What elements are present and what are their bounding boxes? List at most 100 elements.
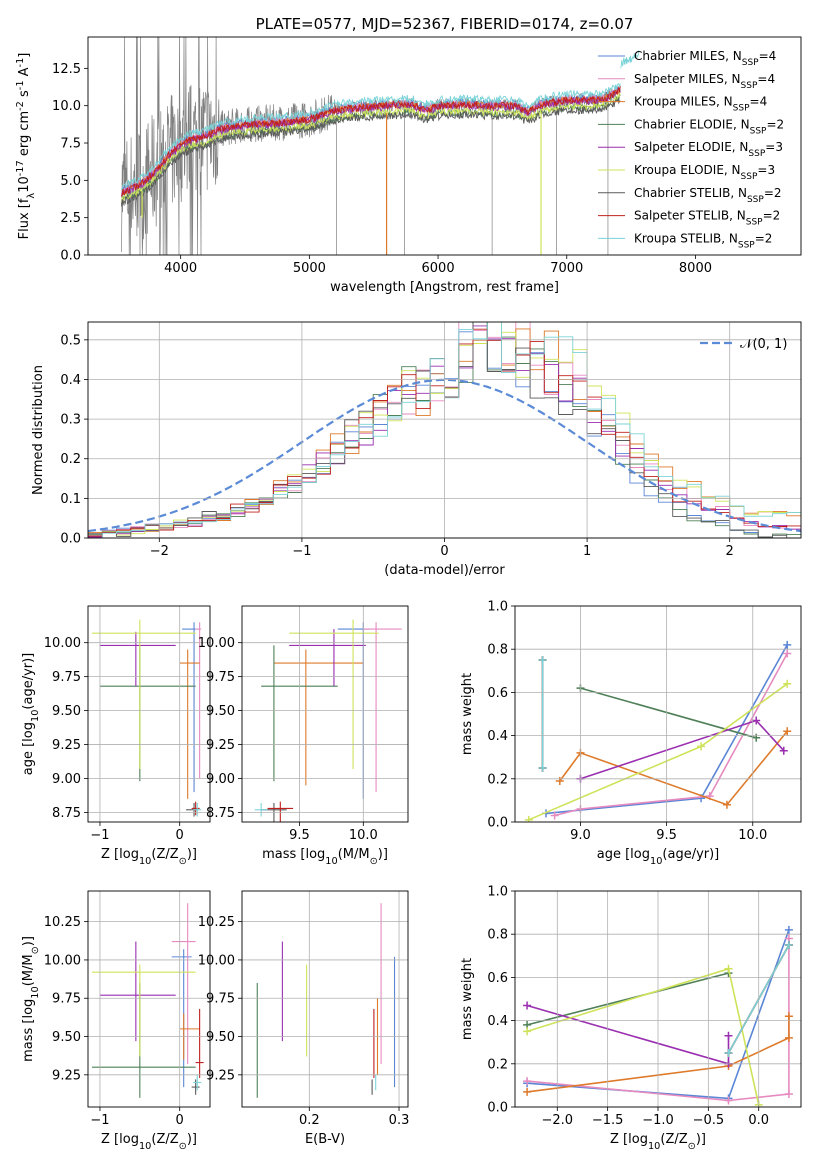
age_weights-plot-area (524, 640, 792, 822)
x-tick-label: 9.0 (570, 828, 591, 843)
weight-marker (784, 1090, 793, 1099)
weight-marker (550, 811, 559, 820)
x-axis-label: age [log10(age/yr)] (597, 847, 720, 867)
legend-label: Chabrier ELODIE, NSSP=2 (634, 117, 784, 136)
weight-marker (524, 815, 533, 822)
x-tick-label: 1 (583, 544, 591, 559)
model-spectrum (121, 83, 621, 191)
x-tick-label: 0.3 (389, 1113, 410, 1128)
y-tick-label: 1.0 (487, 885, 508, 900)
y-tick-label: 0.0 (60, 249, 81, 264)
x-axis-label: E(B-V) (305, 1132, 345, 1147)
mass_vs_age-plot-area (254, 619, 402, 822)
y-tick-label: 0.8 (487, 643, 508, 658)
weight-marker (523, 1027, 532, 1036)
y-tick-label: 0.2 (487, 1057, 508, 1072)
weight-marker (724, 1049, 733, 1057)
weight-marker (538, 656, 547, 664)
x-axis-label: (data-model)/error (384, 563, 505, 578)
y-tick-label: 1.0 (487, 600, 508, 615)
z_vs_age-plot-area (91, 619, 202, 817)
x-axis-label: Z [log10(Z/Z⊙)] (101, 847, 197, 867)
y-tick-label: 10.00 (44, 636, 81, 651)
legend-label: Chabrier MILES, NSSP=4 (634, 49, 776, 68)
model-spectrum (121, 97, 621, 207)
x-tick-label: 7000 (550, 261, 583, 276)
y-axis-label: Flux [fλ10-17 erg cm-2 s-1 A-1] (15, 53, 37, 240)
y-tick-label: 9.00 (52, 772, 81, 787)
weight-marker (784, 941, 793, 949)
ebv_vs_mass-axes: 0.2 0.3 9.25 9.50 9.75 10.00 10.25 E(B-V) (198, 890, 410, 1147)
x-tick-label: 0.2 (299, 1113, 320, 1128)
z_weights-axes: −2.0 −1.5 −1.0 −0.5 0.0 0.0 0.2 0.4 0.6 0.8 1.0 Z [… (460, 885, 802, 1152)
axes-frame (87, 321, 802, 539)
y-tick-label: 9.00 (206, 772, 235, 787)
legend-label: Kroupa MILES, NSSP=4 (634, 95, 767, 114)
x-tick-label: −1 (90, 828, 109, 843)
legend-label: Kroupa ELODIE, NSSP=3 (634, 163, 775, 182)
z_vs_mass-plot-area (91, 903, 204, 1098)
y-tick-label: 0.6 (487, 686, 508, 701)
y-axis-label: age [log10(age/yr)] (21, 653, 41, 776)
y-tick-label: 0.4 (487, 1014, 508, 1029)
weight-line (554, 653, 788, 817)
x-tick-label: 2 (726, 544, 734, 559)
age_weights-axes: 9.0 9.5 10.0 0.0 0.2 0.4 0.6 0.8 1.0 age [log10(a… (460, 600, 802, 867)
weight-line (528, 683, 788, 821)
y-tick-label: 9.75 (52, 992, 81, 1007)
y-tick-label: 9.50 (52, 1030, 81, 1045)
weight-marker (724, 964, 733, 973)
y-tick-label: 9.50 (206, 1030, 235, 1045)
x-tick-label: 0 (176, 828, 184, 843)
y-tick-label: 0.0 (487, 816, 508, 831)
x-tick-label: −2.0 (542, 1113, 574, 1128)
y-tick-label: 12.5 (52, 62, 81, 77)
weight-marker (722, 800, 731, 809)
axes-frame (514, 605, 802, 823)
y-tick-label: 9.75 (206, 670, 235, 685)
y-tick-label: 0.2 (487, 772, 508, 787)
x-tick-label: 5000 (293, 261, 326, 276)
x-tick-label: 0 (176, 1113, 184, 1128)
weight-line (580, 687, 757, 739)
x-tick-label: 9.5 (289, 828, 310, 843)
x-axis-label: mass [log10(M/M⊙)] (262, 847, 388, 867)
weight-marker (783, 727, 792, 736)
weight-marker (523, 1087, 532, 1096)
weight-marker (697, 742, 706, 751)
weight-line (526, 972, 729, 1026)
data-spectrum (121, 37, 619, 255)
legend-label: Salpeter ELODIE, NSSP=3 (634, 140, 783, 159)
y-axis-label: mass [log10(M/M⊙)] (21, 936, 41, 1062)
z_vs_age-axes: −1 0 8.75 9.00 9.25 9.50 9.75 10.00 Z [log10(Z/Z… (21, 605, 211, 867)
weight-marker (783, 679, 792, 688)
y-tick-label: 0.2 (60, 452, 81, 467)
spectrum-axes: 4000 5000 6000 7000 8000 0.0 2.5 5.0 7.5 10.0 12.5… (15, 36, 802, 295)
y-tick-label: 8.75 (206, 806, 235, 821)
weight-marker (784, 925, 793, 934)
axes-frame (241, 890, 409, 1108)
y-tick-label: 0.5 (60, 333, 81, 348)
y-tick-label: 10.25 (44, 915, 81, 930)
axes-frame (514, 890, 802, 1108)
weight-marker (523, 1001, 532, 1010)
y-axis-label: mass weight (460, 673, 475, 755)
x-tick-label: −0.5 (693, 1113, 725, 1128)
axes-frame (87, 36, 802, 256)
x-tick-label: −1.0 (642, 1113, 674, 1128)
x-tick-label: 0.0 (748, 1113, 769, 1128)
y-tick-label: 9.25 (206, 738, 235, 753)
y-tick-label: 10.00 (44, 953, 81, 968)
y-tick-label: 0.4 (487, 729, 508, 744)
legend-label: Salpeter MILES, NSSP=4 (634, 72, 775, 91)
y-tick-label: 0.1 (60, 492, 81, 507)
y-tick-label: 8.75 (52, 806, 81, 821)
y-tick-label: 9.75 (52, 670, 81, 685)
y-tick-label: 9.50 (206, 704, 235, 719)
y-tick-label: 0.0 (487, 1101, 508, 1116)
x-tick-label: 4000 (164, 261, 197, 276)
weight-marker (752, 716, 761, 725)
y-tick-label: 0.4 (60, 373, 81, 388)
weight-marker (783, 640, 792, 649)
